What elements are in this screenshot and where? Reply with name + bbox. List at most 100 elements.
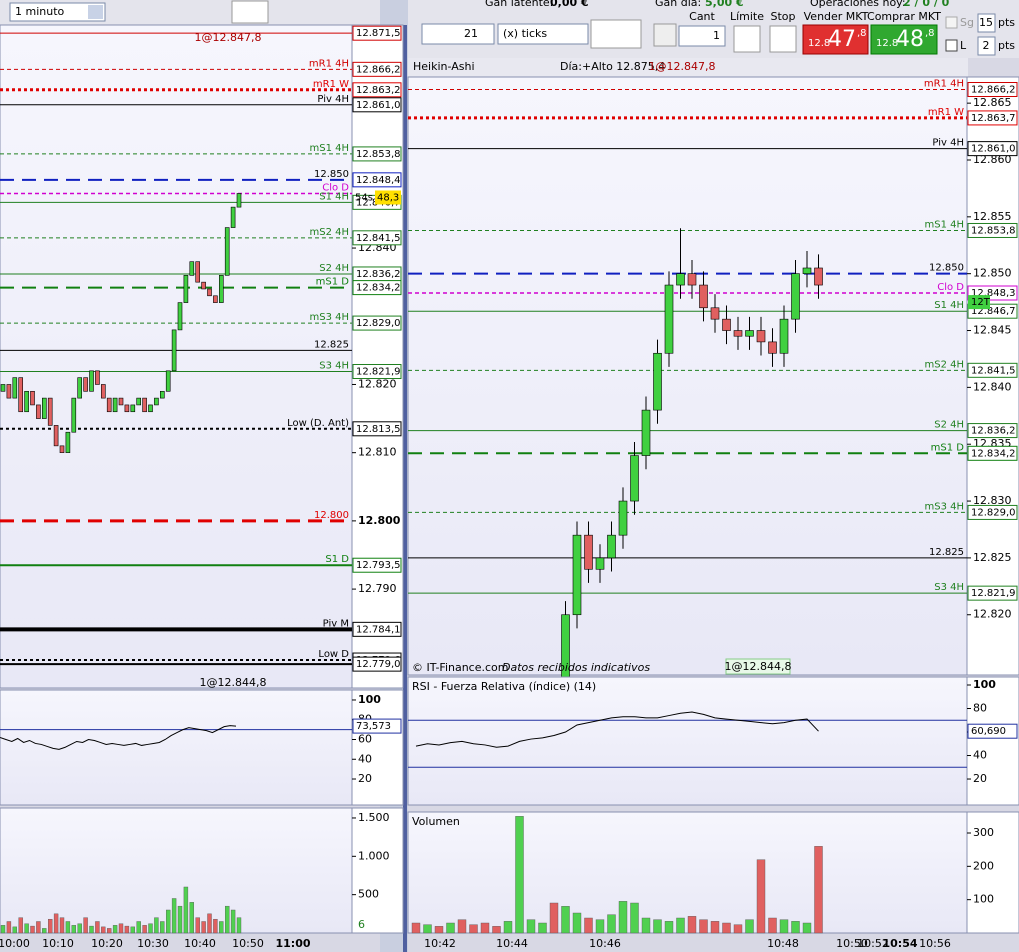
level-label: Clo D — [322, 182, 349, 193]
settings-button[interactable] — [653, 23, 677, 47]
level-label: mR1 W — [313, 79, 349, 90]
sg-unit: pts — [998, 16, 1015, 29]
volume-bar — [687, 916, 697, 934]
level-price: 12.829,0 — [971, 507, 1016, 518]
level-price-box — [352, 172, 402, 188]
candle-body — [814, 267, 823, 286]
level-label: mR1 4H — [309, 58, 349, 69]
l-input[interactable] — [977, 36, 996, 56]
level-label: S3 4H — [319, 361, 349, 372]
y-tick-label: 12.860 — [973, 153, 1012, 166]
volume-bar — [492, 926, 501, 934]
level-price-box — [352, 82, 402, 98]
rsi-last: 60,690 — [971, 726, 1006, 737]
stop-label: Stop — [770, 10, 795, 23]
indicator-button[interactable] — [590, 19, 642, 49]
volume-bar — [641, 917, 651, 934]
y-tick-label: 100 — [973, 893, 994, 906]
rsi-axis — [966, 676, 1019, 806]
candle-body — [213, 295, 218, 303]
candle-body — [12, 377, 18, 399]
volume-bar — [538, 922, 547, 934]
sell-big: 47 — [828, 27, 856, 52]
volume-bar — [148, 923, 153, 934]
ticks-unit-select[interactable] — [497, 23, 589, 45]
l-checkbox[interactable] — [945, 39, 958, 52]
x-tick-label: 10:54 — [882, 937, 917, 950]
ticks-unit: (x) ticks — [503, 27, 547, 40]
candle-body — [130, 404, 136, 413]
candle-body — [118, 397, 124, 406]
candle-body — [77, 377, 82, 399]
level-label: Piv M — [323, 618, 349, 629]
volume-bar — [480, 922, 490, 934]
level-label: Clo D — [937, 282, 964, 293]
y-tick-label: 100 — [973, 678, 996, 691]
candle-body — [653, 352, 662, 411]
candle-body — [756, 330, 766, 343]
volume-bar — [434, 926, 444, 934]
buy-label: Comprar MKT — [867, 10, 941, 23]
candle-body — [177, 302, 183, 331]
sg-checkbox[interactable] — [945, 16, 958, 29]
level-price-box — [352, 315, 402, 331]
qty-input[interactable] — [678, 25, 726, 47]
chart-info: Día:+Alto 12.875,4 — [560, 60, 665, 73]
chart-header — [408, 58, 968, 77]
level-price: 12.793,5 — [356, 560, 401, 571]
level-price-box — [967, 141, 1018, 157]
tick-label: 12T — [971, 297, 991, 308]
volume-bar — [207, 913, 212, 934]
ticks-count-input[interactable] — [421, 23, 495, 45]
level-price-box — [352, 280, 402, 296]
volume-bar — [89, 925, 94, 934]
volume-bar — [12, 926, 18, 934]
candle-body — [676, 273, 685, 286]
x-tick-label: 10:46 — [589, 937, 621, 950]
level-label: mS2 4H — [309, 227, 349, 238]
volume-bar — [503, 921, 513, 934]
volume-bar — [699, 919, 708, 934]
volume-bar — [411, 922, 421, 934]
volume-bar — [112, 925, 118, 934]
last-price-box — [375, 190, 401, 205]
candle-body — [630, 455, 639, 502]
x-tick-label: 10:44 — [496, 937, 528, 950]
latent-label: Gan latente: — [485, 0, 553, 9]
dropdown-button[interactable] — [88, 5, 103, 19]
y-tick-label: 100 — [358, 693, 381, 706]
candle-body — [165, 370, 171, 392]
buy-button[interactable] — [870, 24, 938, 55]
y-tick-label: 20 — [358, 772, 372, 785]
volume-bar — [130, 926, 136, 934]
separator — [403, 25, 407, 952]
level-price-box — [967, 423, 1018, 439]
level-price-box — [967, 504, 1018, 520]
candle-body — [95, 370, 100, 385]
sg-input[interactable] — [977, 13, 996, 33]
level-price-box — [967, 445, 1018, 461]
timeframe: 1 minuto — [15, 5, 65, 18]
price-axis — [351, 24, 404, 689]
volume-bar — [236, 917, 242, 934]
bottom-order-label: 1@12.844,8 — [200, 676, 267, 689]
level-price: 12.841,5 — [971, 365, 1016, 376]
x-tick-label: 10:40 — [184, 937, 216, 950]
volume-bar — [814, 846, 823, 934]
volume-bar — [101, 926, 106, 934]
rsi-area — [407, 676, 968, 806]
volume-bar — [469, 924, 478, 934]
candle-body — [24, 390, 29, 413]
timeframe-select[interactable] — [9, 2, 106, 22]
level-label: S1 4H — [319, 191, 349, 202]
volume-last: 6 — [358, 918, 365, 931]
stop-button[interactable] — [769, 25, 797, 53]
level-price: 12.866,2 — [356, 64, 401, 75]
indicator-button[interactable] — [231, 0, 269, 24]
limit-button[interactable] — [733, 25, 761, 53]
sell-button[interactable] — [802, 24, 869, 55]
level-price: 12.784,1 — [356, 624, 401, 635]
y-tick-label: 12.850 — [973, 267, 1012, 280]
